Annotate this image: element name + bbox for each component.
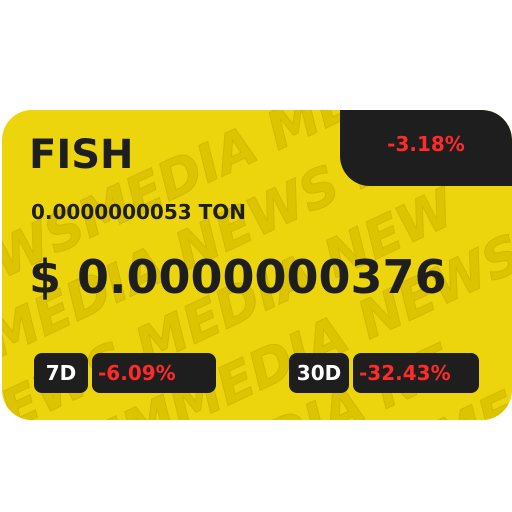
change-24h-value: -3.18% [387, 132, 465, 156]
change-30d-value: -32.43% [353, 353, 479, 393]
change-30d-stat: 30D -32.43% [289, 353, 479, 393]
change-7d-stat: 7D -6.09% [34, 353, 216, 393]
change-7d-value: -6.09% [92, 353, 216, 393]
period-7d-label: 7D [34, 353, 88, 393]
usd-price: $ 0.0000000376 [29, 250, 447, 304]
period-30d-label: 30D [289, 353, 349, 393]
change-24h-badge: -3.18% [340, 110, 512, 186]
ton-price: 0.0000000053 TON [31, 200, 247, 224]
token-price-card: NEWSMEDIA MEWS MEDIA NEWS NF NEWS MEDIA … [2, 110, 512, 420]
token-name: FISH [29, 132, 134, 178]
